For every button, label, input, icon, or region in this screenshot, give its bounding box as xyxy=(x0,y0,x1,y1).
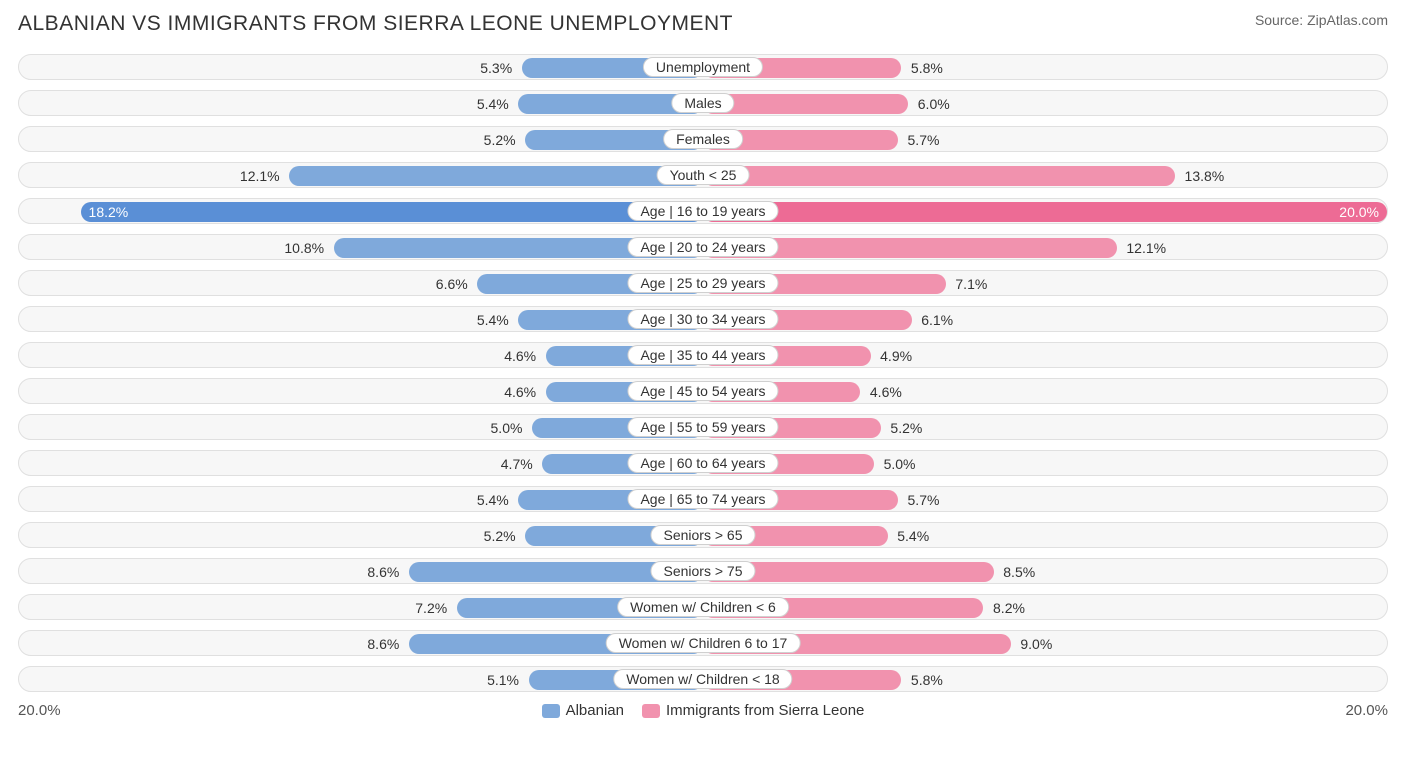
value-label-left: 5.2% xyxy=(484,523,516,549)
category-label: Age | 60 to 64 years xyxy=(627,453,778,473)
legend-item-left: Albanian xyxy=(542,702,624,719)
value-label-left: 8.6% xyxy=(367,631,399,657)
category-label: Age | 35 to 44 years xyxy=(627,345,778,365)
chart-row: 10.8% 12.1% Age | 20 to 24 years xyxy=(18,234,1388,260)
value-label-right: 4.6% xyxy=(870,379,902,405)
value-label-right: 5.7% xyxy=(908,127,940,153)
legend-item-right: Immigrants from Sierra Leone xyxy=(642,702,864,719)
chart-row: 18.2% 20.0% Age | 16 to 19 years xyxy=(18,198,1388,224)
value-label-right: 5.8% xyxy=(911,667,943,693)
value-label-left: 4.6% xyxy=(504,379,536,405)
value-label-left: 5.3% xyxy=(480,55,512,81)
value-label-right: 5.7% xyxy=(908,487,940,513)
chart-row: 5.1% 5.8% Women w/ Children < 18 xyxy=(18,666,1388,692)
value-label-left: 10.8% xyxy=(284,235,324,261)
value-label-right: 5.8% xyxy=(911,55,943,81)
value-label-left: 12.1% xyxy=(240,163,280,189)
value-label-right: 4.9% xyxy=(880,343,912,369)
value-label-right: 20.0% xyxy=(1339,199,1387,225)
diverging-bar-chart: 5.3% 5.8% Unemployment 5.4% 6.0% Males 5.2% 5.7… xyxy=(18,54,1388,692)
chart-row: 5.3% 5.8% Unemployment xyxy=(18,54,1388,80)
value-label-left: 5.4% xyxy=(477,307,509,333)
category-label: Seniors > 75 xyxy=(651,561,756,581)
axis-max-left: 20.0% xyxy=(18,702,61,719)
value-label-right: 9.0% xyxy=(1020,631,1052,657)
category-label: Unemployment xyxy=(643,57,763,77)
value-label-right: 8.5% xyxy=(1003,559,1035,585)
chart-source: Source: ZipAtlas.com xyxy=(1255,12,1388,28)
legend-label-left: Albanian xyxy=(566,702,624,719)
value-label-right: 8.2% xyxy=(993,595,1025,621)
chart-footer: 20.0% Albanian Immigrants from Sierra Le… xyxy=(18,702,1388,719)
chart-row: 4.6% 4.9% Age | 35 to 44 years xyxy=(18,342,1388,368)
value-label-right: 13.8% xyxy=(1185,163,1225,189)
bar-left xyxy=(81,202,703,222)
value-label-left: 5.4% xyxy=(477,487,509,513)
category-label: Age | 30 to 34 years xyxy=(627,309,778,329)
chart-row: 5.4% 6.0% Males xyxy=(18,90,1388,116)
value-label-right: 12.1% xyxy=(1126,235,1166,261)
category-label: Age | 65 to 74 years xyxy=(627,489,778,509)
category-label: Youth < 25 xyxy=(657,165,750,185)
value-label-left: 5.4% xyxy=(477,91,509,117)
chart-row: 4.7% 5.0% Age | 60 to 64 years xyxy=(18,450,1388,476)
value-label-left: 5.1% xyxy=(487,667,519,693)
category-label: Seniors > 65 xyxy=(651,525,756,545)
category-label: Age | 55 to 59 years xyxy=(627,417,778,437)
value-label-right: 5.4% xyxy=(897,523,929,549)
legend-swatch-left xyxy=(542,704,560,718)
value-label-right: 6.1% xyxy=(921,307,953,333)
chart-row: 5.4% 5.7% Age | 65 to 74 years xyxy=(18,486,1388,512)
category-label: Age | 20 to 24 years xyxy=(627,237,778,257)
value-label-left: 7.2% xyxy=(415,595,447,621)
bar-left xyxy=(289,166,703,186)
category-label: Age | 16 to 19 years xyxy=(627,201,778,221)
bar-right xyxy=(703,202,1387,222)
value-label-left: 8.6% xyxy=(367,559,399,585)
legend-label-right: Immigrants from Sierra Leone xyxy=(666,702,864,719)
value-label-left: 4.7% xyxy=(501,451,533,477)
value-label-left: 6.6% xyxy=(436,271,468,297)
legend-swatch-right xyxy=(642,704,660,718)
chart-row: 8.6% 8.5% Seniors > 75 xyxy=(18,558,1388,584)
chart-row: 7.2% 8.2% Women w/ Children < 6 xyxy=(18,594,1388,620)
chart-row: 6.6% 7.1% Age | 25 to 29 years xyxy=(18,270,1388,296)
chart-row: 4.6% 4.6% Age | 45 to 54 years xyxy=(18,378,1388,404)
chart-header: ALBANIAN VS IMMIGRANTS FROM SIERRA LEONE… xyxy=(18,12,1388,36)
chart-row: 8.6% 9.0% Women w/ Children 6 to 17 xyxy=(18,630,1388,656)
chart-row: 5.4% 6.1% Age | 30 to 34 years xyxy=(18,306,1388,332)
value-label-left: 18.2% xyxy=(81,199,129,225)
category-label: Females xyxy=(663,129,743,149)
chart-title: ALBANIAN VS IMMIGRANTS FROM SIERRA LEONE… xyxy=(18,12,733,36)
value-label-right: 5.0% xyxy=(884,451,916,477)
value-label-right: 6.0% xyxy=(918,91,950,117)
category-label: Age | 45 to 54 years xyxy=(627,381,778,401)
chart-legend: Albanian Immigrants from Sierra Leone xyxy=(542,702,865,719)
chart-row: 12.1% 13.8% Youth < 25 xyxy=(18,162,1388,188)
category-label: Women w/ Children 6 to 17 xyxy=(606,633,801,653)
value-label-right: 7.1% xyxy=(955,271,987,297)
chart-row: 5.2% 5.7% Females xyxy=(18,126,1388,152)
chart-row: 5.0% 5.2% Age | 55 to 59 years xyxy=(18,414,1388,440)
value-label-left: 5.2% xyxy=(484,127,516,153)
value-label-left: 4.6% xyxy=(504,343,536,369)
bar-right xyxy=(703,166,1175,186)
category-label: Age | 25 to 29 years xyxy=(627,273,778,293)
axis-max-right: 20.0% xyxy=(1345,702,1388,719)
category-label: Males xyxy=(671,93,734,113)
category-label: Women w/ Children < 6 xyxy=(617,597,789,617)
category-label: Women w/ Children < 18 xyxy=(613,669,792,689)
value-label-left: 5.0% xyxy=(491,415,523,441)
value-label-right: 5.2% xyxy=(890,415,922,441)
chart-row: 5.2% 5.4% Seniors > 65 xyxy=(18,522,1388,548)
